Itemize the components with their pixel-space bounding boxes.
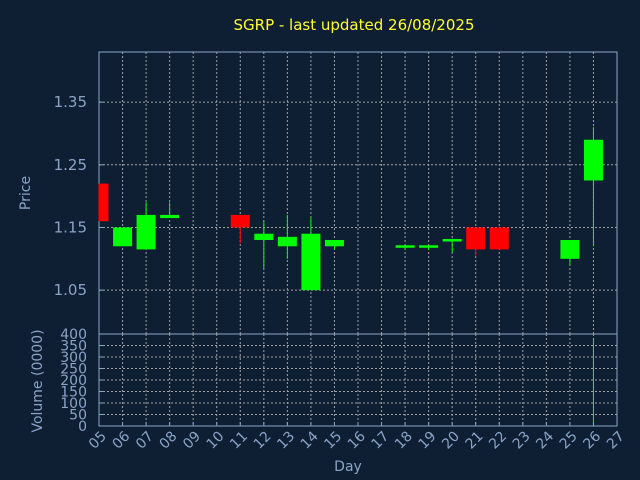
price-y-tick-label: 1.35 [54,93,87,111]
x-tick-label: 22 [486,429,510,453]
candle-body [489,227,509,250]
candle-18 [395,245,415,250]
candle-15 [324,240,344,250]
volume-y-tick-label: 250 [60,362,87,378]
x-tick-label: 06 [109,428,133,452]
x-tick-label: 13 [274,429,298,453]
volume-y-tick-label: 400 [60,327,87,343]
candle-21 [466,227,486,256]
candle-body [301,233,321,291]
candle-body [395,245,415,248]
candle-25 [560,240,580,266]
candle-12 [254,221,274,269]
x-tick-label: 18 [392,429,416,453]
x-axis-ticks: 05 06 07 08 09 10 11 12 13 14 15 16 17 18 19 20 21 22 23 24… [86,422,628,452]
volume-y-tick-label: 50 [69,408,87,424]
candle-body [277,236,297,247]
candle-body [583,139,603,181]
x-tick-label: 27 [604,429,628,453]
volume-y-tick-label: 200 [60,373,87,389]
x-tick-label: 16 [345,428,369,452]
candle-26 [583,127,603,247]
x-tick-label: 21 [463,429,487,453]
volume-y-tick-label: 150 [60,385,87,401]
x-tick-label: 20 [439,429,463,453]
volume-gridlines [99,334,617,426]
candle-body [442,239,462,242]
x-tick-label: 10 [204,429,228,453]
price-y-ticks: 1.05 1.15 1.25 1.35 [54,93,104,299]
candle-07 [136,202,156,250]
x-tick-label: 26 [580,428,604,452]
candle-22 [489,227,509,250]
price-y-tick-label: 1.05 [54,281,87,299]
volume-y-tick-label: 0 [78,419,87,435]
candle-08 [160,202,180,219]
volume-y-tick-label: 300 [60,350,87,366]
candle-body [160,214,180,219]
x-tick-label: 12 [251,429,275,453]
candle-body [560,240,580,259]
candle-20 [442,238,462,253]
candle-19 [419,245,439,250]
x-tick-label: 08 [157,429,181,453]
x-tick-label: 23 [510,429,534,453]
candle-body [113,227,133,247]
candle-06 [113,227,133,247]
candle-body [324,240,344,247]
candle-body [230,214,250,228]
price-y-tick-label: 1.15 [54,218,87,236]
candle-14 [301,218,321,291]
x-tick-label: 11 [227,429,251,453]
chart-title: SGRP - last updated 26/08/2025 [234,16,475,34]
x-tick-label: 07 [133,429,157,453]
volume-y-tick-label: 350 [60,339,87,355]
candle-body [99,183,109,222]
volume-axis-label: Volume (0000) [30,329,46,432]
price-axis-label: Price [18,176,34,210]
price-y-tick-label: 1.25 [54,156,87,174]
candle-body [419,245,439,248]
x-tick-label: 05 [86,429,110,453]
price-gridlines [99,52,617,334]
candle-05 [98,183,109,222]
x-tick-label: 09 [180,429,204,453]
x-tick-label: 24 [533,428,557,452]
x-axis-label: Day [334,459,362,475]
x-tick-label: 17 [368,429,392,453]
candle-body [466,227,486,250]
x-tick-label: 14 [298,428,322,452]
volume-y-tick-label: 100 [60,396,87,412]
x-tick-label: 15 [321,429,345,453]
candle-body [254,233,274,240]
x-tick-label: 19 [416,429,440,453]
candle-13 [277,214,297,259]
candle-11 [230,214,250,244]
candlesticks [98,127,603,291]
x-tick-label: 25 [557,429,581,453]
candle-body [136,214,156,250]
